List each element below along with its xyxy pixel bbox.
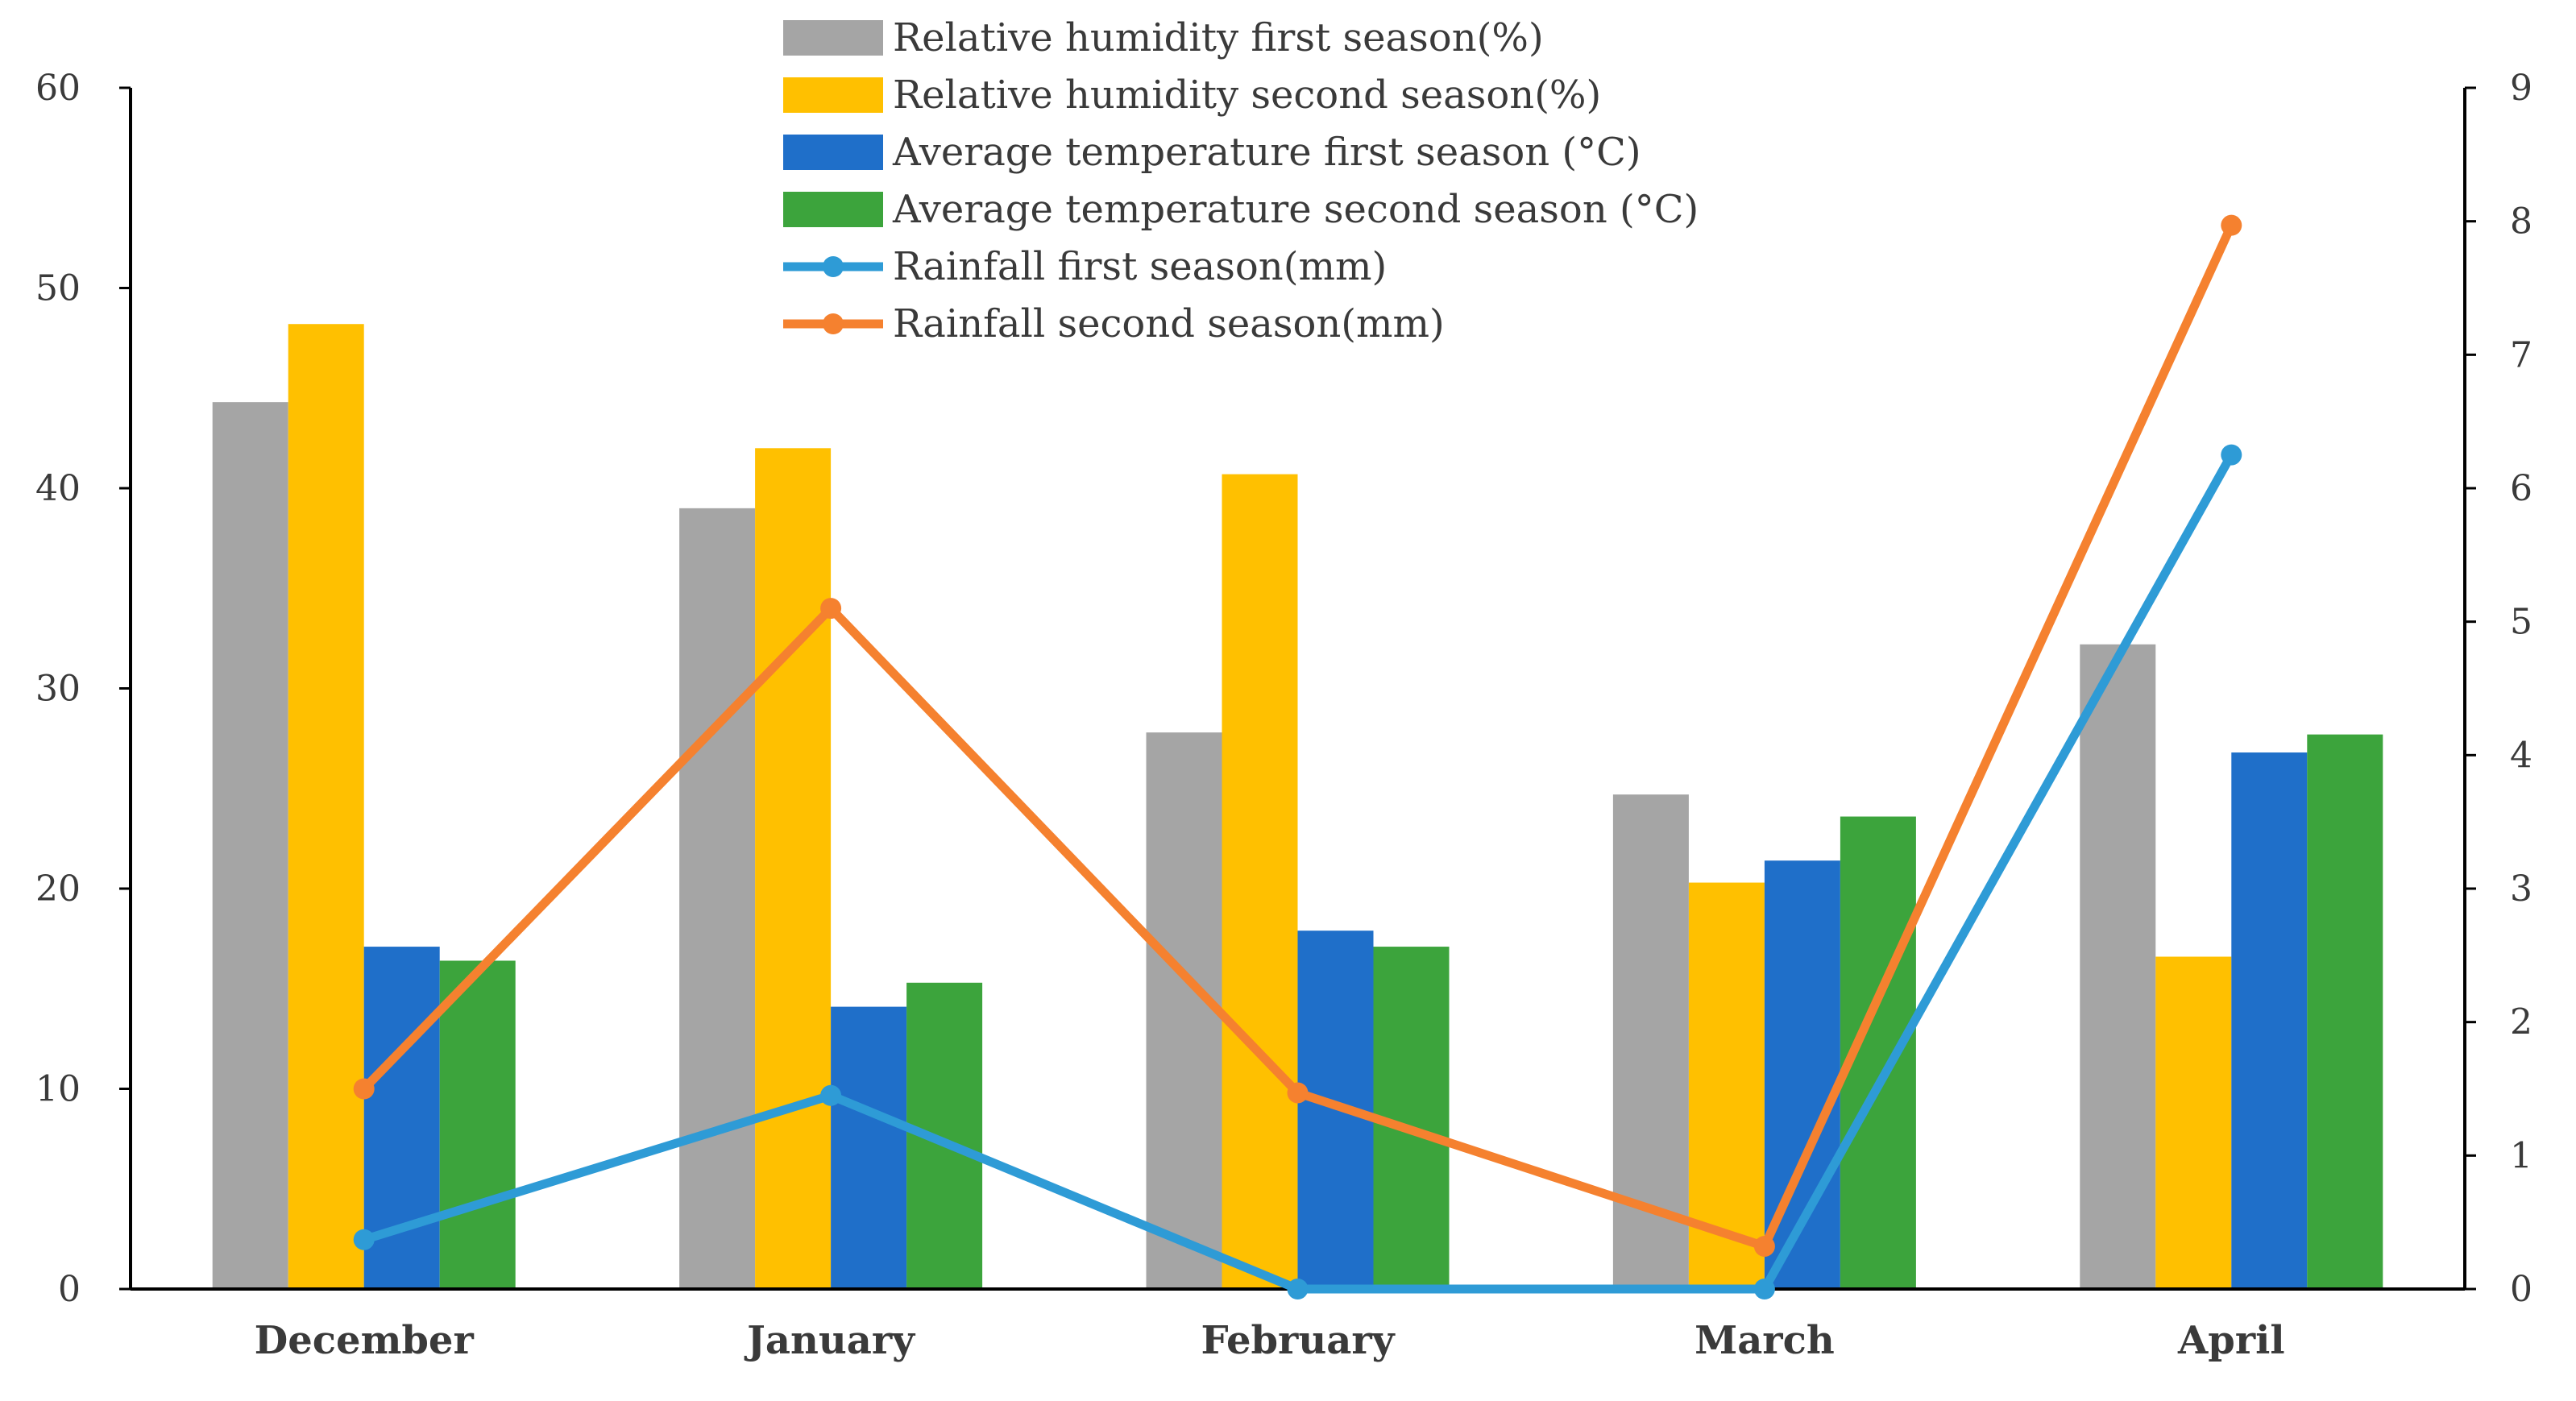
category-label-january: January	[744, 1318, 916, 1363]
right-tick-label-2: 2	[2510, 1002, 2532, 1043]
right-tick-label-7: 7	[2510, 334, 2532, 375]
bar-3-april	[2231, 752, 2308, 1289]
legend-label-5: Rainfall first season(mm)	[893, 244, 1387, 289]
category-label-december: December	[255, 1318, 475, 1363]
bar-2-december	[288, 324, 364, 1290]
bar-2-april	[2155, 956, 2232, 1289]
bar-1-december	[212, 402, 288, 1289]
legend-swatch-4	[783, 192, 883, 227]
line-2-point-april	[2221, 214, 2242, 236]
right-tick-label-3: 3	[2510, 868, 2532, 910]
line-1-point-april	[2221, 444, 2242, 466]
left-tick-label-60: 60	[35, 68, 81, 109]
left-tick-label-10: 10	[35, 1069, 81, 1110]
legend-swatch-3	[783, 135, 883, 170]
bar-3-january	[831, 1006, 907, 1289]
axes-layer: 0 10 20 30 40 50 60 0 1 2 3 4 5 6 7 8 9 December January Fe…	[35, 68, 2532, 1363]
right-tick-label-6: 6	[2510, 468, 2532, 509]
bar-1-april	[2080, 644, 2156, 1289]
left-tick-label-40: 40	[35, 468, 81, 509]
left-tick-label-0: 0	[58, 1269, 81, 1310]
line-2-point-march	[1753, 1235, 1775, 1257]
legend-label-1: Relative humidity first season(%)	[893, 15, 1544, 60]
right-tick-label-8: 8	[2510, 201, 2532, 242]
legend-swatch-1	[783, 20, 883, 56]
bar-2-january	[755, 448, 832, 1289]
line-1-point-january	[820, 1084, 842, 1106]
bar-2-february	[1222, 474, 1298, 1289]
line-2-point-january	[820, 598, 842, 620]
bar-4-april	[2307, 734, 2383, 1289]
legend-label-6: Rainfall second season(mm)	[893, 301, 1445, 346]
legend-swatch-2	[783, 77, 883, 113]
line-2-point-december	[353, 1078, 375, 1100]
legend-label-2: Relative humidity second season(%)	[893, 73, 1601, 118]
line-2-point-february	[1287, 1082, 1309, 1104]
left-tick-label-20: 20	[35, 868, 81, 910]
category-label-february: February	[1201, 1318, 1396, 1363]
right-tick-label-0: 0	[2510, 1269, 2532, 1310]
right-tick-label-4: 4	[2510, 735, 2532, 776]
right-tick-label-9: 9	[2510, 68, 2532, 109]
bar-1-january	[679, 508, 756, 1289]
category-label-march: March	[1695, 1318, 1835, 1363]
legend-label-3: Average temperature first season (°C)	[892, 130, 1641, 175]
line-1-point-february	[1287, 1279, 1309, 1299]
category-label-april: April	[2177, 1318, 2285, 1363]
legend-marker-5	[823, 256, 844, 277]
left-tick-label-30: 30	[35, 669, 81, 710]
legend: Relative humidity first season(%) Relativ…	[783, 15, 1699, 346]
bar-4-december	[439, 960, 516, 1289]
left-tick-label-50: 50	[35, 268, 81, 309]
legend-label-4: Average temperature second season (°C)	[892, 187, 1699, 232]
right-tick-label-1: 1	[2510, 1135, 2532, 1176]
line-1-point-december	[353, 1229, 375, 1250]
lines-layer	[353, 214, 2242, 1299]
right-tick-label-5: 5	[2510, 602, 2532, 643]
legend-marker-6	[823, 313, 844, 334]
line-1-point-march	[1753, 1279, 1775, 1299]
bar-1-february	[1146, 732, 1222, 1289]
